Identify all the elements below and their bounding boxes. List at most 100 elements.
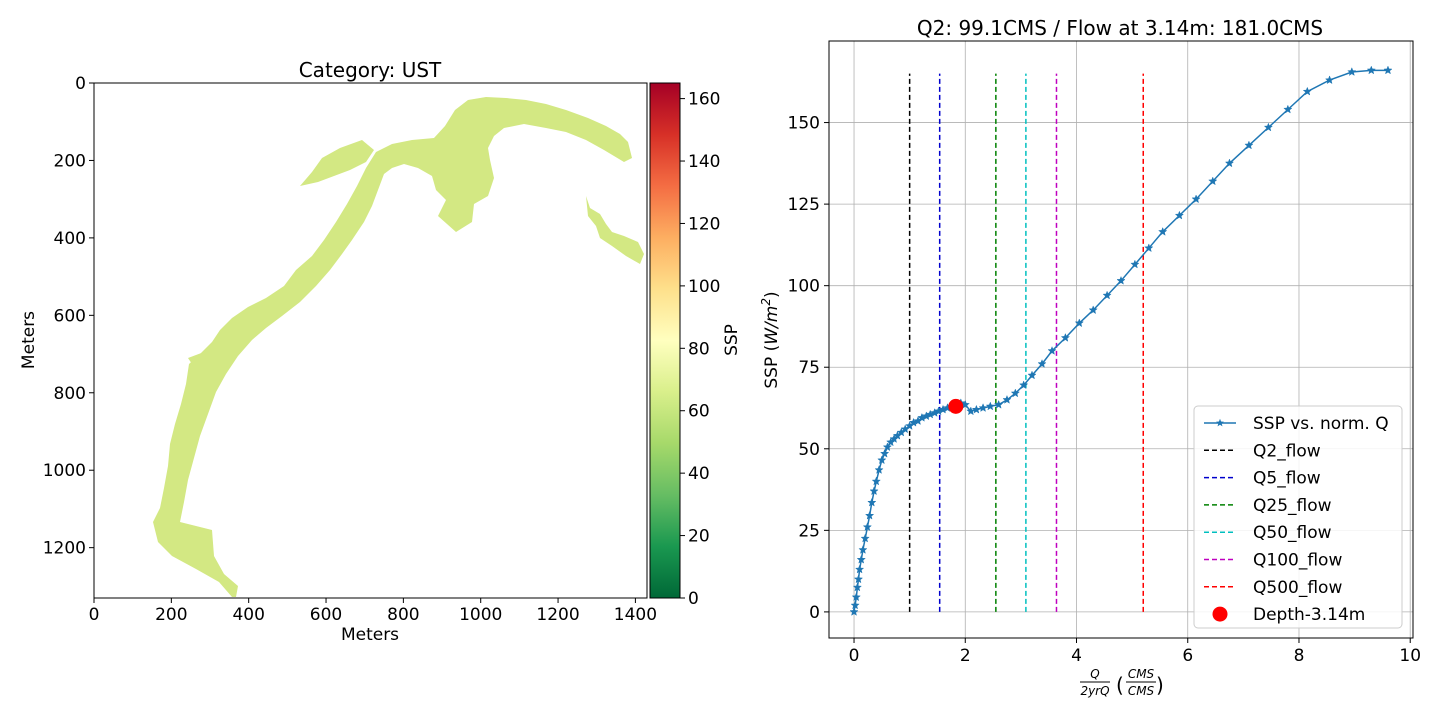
data-point — [1116, 275, 1126, 285]
data-point — [1244, 140, 1254, 150]
data-point — [1088, 305, 1098, 315]
legend-label-depth: Depth-3.14m — [1253, 605, 1365, 625]
data-point — [1102, 290, 1112, 300]
data-point — [1347, 67, 1357, 76]
data-point — [853, 574, 864, 584]
map-y-tick-label: 800 — [54, 384, 86, 404]
legend-label-q100-flow: Q100_flow — [1253, 551, 1342, 571]
data-point — [869, 486, 879, 496]
map-x-tick-label: 1200 — [536, 605, 579, 625]
map-y-tick-label: 1200 — [43, 539, 86, 559]
map-x-tick-label: 600 — [310, 605, 342, 625]
river-corridor — [153, 97, 632, 597]
data-point — [1208, 176, 1218, 186]
legend-label-q25-flow: Q25_flow — [1253, 496, 1332, 516]
data-point — [874, 465, 884, 474]
data-point — [852, 582, 863, 592]
map-x-ticks: 0 200 400 600 800 1000 1200 1400 — [89, 598, 657, 625]
map-x-tick-label: 800 — [387, 605, 419, 625]
map-y-axis-label: Meters — [19, 311, 39, 369]
legend-label-q2-flow: Q2_flow — [1253, 441, 1321, 461]
data-point — [1366, 65, 1376, 75]
data-point — [1283, 104, 1293, 114]
x-label-denominator: 2yrQ — [1080, 684, 1109, 698]
data-point — [1027, 370, 1037, 380]
map-x-axis-label: Meters — [341, 625, 399, 645]
data-point — [1263, 122, 1274, 132]
data-point — [1037, 359, 1047, 368]
x-label-unit-den: CMS — [1128, 684, 1155, 698]
river-branch-left — [300, 140, 374, 186]
legend-swatch-depth — [1212, 606, 1228, 622]
ssp-y-axis-label: SSP (W/m2) — [759, 291, 782, 388]
colorbar-tick-label: 160 — [688, 90, 720, 110]
data-point — [971, 404, 982, 414]
data-point — [1130, 259, 1140, 269]
depth-marker — [948, 398, 964, 414]
x-label-close-paren: ) — [1156, 673, 1164, 697]
data-point — [850, 600, 860, 610]
data-point — [1074, 318, 1084, 328]
colorbar-tick-label: 20 — [688, 527, 710, 547]
data-point — [1174, 210, 1185, 220]
data-point — [978, 403, 988, 412]
colorbar-tick-label: 60 — [688, 402, 710, 422]
marker-layer — [948, 398, 964, 414]
data-point — [849, 607, 859, 616]
data-point — [882, 442, 893, 452]
legend-label-q5-flow: Q5_flow — [1253, 469, 1321, 489]
ssp-y-tick-label: 75 — [798, 358, 820, 378]
data-point — [860, 533, 870, 543]
ssp-x-tick-label: 10 — [1399, 646, 1421, 666]
ssp-y-tick-label: 150 — [788, 114, 820, 134]
data-point — [879, 448, 890, 458]
data-point — [1047, 346, 1057, 355]
data-point — [858, 545, 868, 554]
map-title: Category: UST — [299, 58, 442, 82]
map-y-ticks: 0 200 400 600 800 1000 1200 — [43, 74, 94, 559]
ssp-y-tick-label: 100 — [788, 277, 820, 297]
x-label-numerator: Q — [1090, 667, 1099, 681]
ssp-x-ticks: 0 2 4 6 8 10 — [849, 638, 1421, 666]
colorbar-tick-label: 140 — [688, 152, 720, 172]
data-point — [1383, 65, 1393, 75]
ssp-x-tick-label: 2 — [960, 646, 971, 666]
ssp-plot-panel: Q2: 99.1CMS / Flow at 3.14m: 181.0CMS 0 2… — [759, 16, 1421, 698]
data-point — [1144, 243, 1154, 253]
river-fragment-right — [586, 196, 644, 264]
ssp-y-tick-label: 25 — [798, 521, 820, 541]
ssp-plot-title: Q2: 99.1CMS / Flow at 3.14m: 181.0CMS — [917, 16, 1323, 40]
ssp-x-tick-label: 6 — [1182, 646, 1193, 666]
data-point — [1060, 332, 1071, 342]
ssp-x-tick-label: 8 — [1294, 646, 1305, 666]
data-point — [985, 401, 995, 411]
data-point — [851, 592, 861, 602]
data-point — [877, 455, 887, 465]
flow-vlines — [908, 73, 1144, 612]
data-point — [1002, 394, 1012, 404]
ssp-x-axis-label: Q 2yrQ ( CMS CMS ) — [1080, 667, 1164, 698]
data-point — [993, 399, 1004, 409]
data-point — [1224, 158, 1235, 168]
map-x-tick-label: 1400 — [614, 605, 657, 625]
ssp-y-tick-label: 0 — [809, 603, 820, 623]
colorbar-tick-label: 100 — [688, 277, 720, 297]
data-point — [1010, 388, 1020, 398]
map-y-tick-label: 1000 — [43, 461, 86, 481]
map-y-tick-label: 600 — [54, 306, 86, 326]
ssp-x-tick-label: 0 — [849, 646, 860, 666]
ssp-y-tick-label: 50 — [798, 440, 820, 460]
ssp-y-ticks: 0 25 50 75 100 125 150 — [788, 114, 829, 623]
ssp-x-tick-label: 4 — [1071, 646, 1082, 666]
data-point — [1158, 226, 1168, 236]
map-y-tick-label: 0 — [75, 74, 86, 94]
colorbar-gradient — [649, 82, 681, 599]
legend-label-q50-flow: Q50_flow — [1253, 523, 1332, 543]
river-region — [153, 97, 644, 597]
x-label-open-paren: ( — [1116, 673, 1124, 697]
data-point — [1302, 86, 1312, 96]
legend: SSP vs. norm. Q Q2_flow Q5_flow Q25_flow Q50… — [1193, 405, 1403, 629]
data-point — [862, 522, 873, 532]
ssp-y-tick-label: 125 — [788, 195, 820, 215]
